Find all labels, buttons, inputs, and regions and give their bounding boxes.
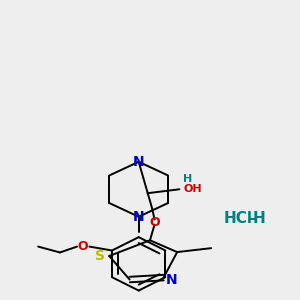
Text: N: N <box>133 155 145 169</box>
Text: H: H <box>183 174 192 184</box>
Text: O: O <box>149 216 160 229</box>
Text: S: S <box>95 249 105 263</box>
Text: N: N <box>133 210 145 224</box>
Text: H: H <box>252 211 265 226</box>
Text: OH: OH <box>183 184 202 194</box>
Text: O: O <box>77 240 88 253</box>
Text: HCl: HCl <box>224 211 253 226</box>
Text: N: N <box>166 273 178 286</box>
